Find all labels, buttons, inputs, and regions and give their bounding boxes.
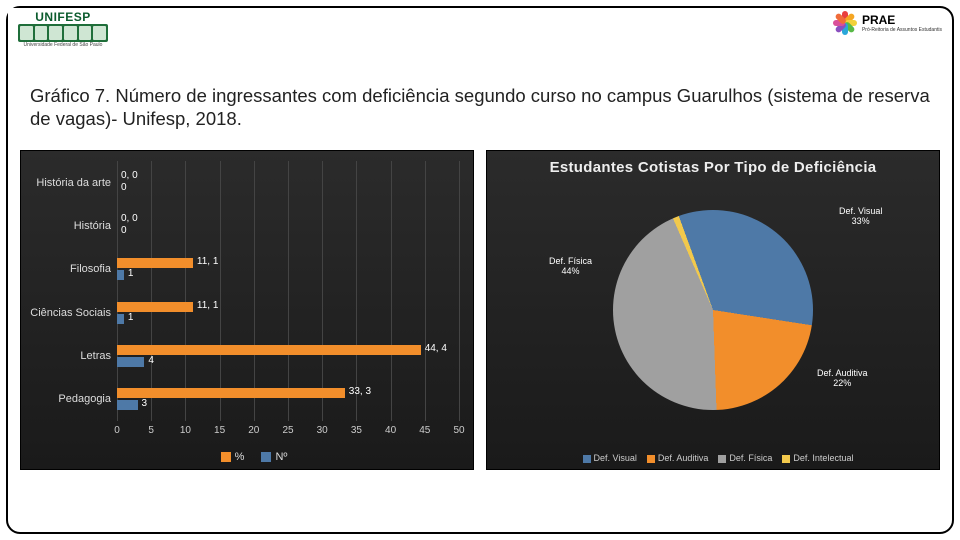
bar-category: Ciências Sociais (21, 307, 111, 319)
pie-legend: Def. Visual Def. Auditiva Def. Física Def. … (487, 453, 939, 463)
bar-legend: % Nº (21, 451, 473, 463)
unifesp-logo: UNIFESP Universidade Federal de São Paul… (18, 10, 108, 48)
pie-legend-item: Def. Intelectual (793, 453, 853, 463)
legend-n: Nº (275, 451, 287, 463)
pie-slice-label: Def. Física44% (549, 257, 592, 277)
pie-title: Estudantes Cotistas Por Tipo de Deficiên… (487, 159, 939, 176)
bar-row: 11, 11 (117, 296, 459, 330)
bar-category: História da arte (21, 177, 111, 189)
pie-chart-panel: Estudantes Cotistas Por Tipo de Deficiên… (486, 150, 940, 470)
pie-legend-item: Def. Física (729, 453, 772, 463)
prae-label: PRAE (862, 13, 942, 27)
unifesp-label: UNIFESP (35, 10, 91, 24)
prae-sub: Pró-Reitoria de Assuntos Estudantis (862, 27, 942, 33)
bar-row: 0, 00 (117, 209, 459, 243)
bar-row: 0, 00 (117, 166, 459, 200)
pie-slice-label: Def. Auditiva22% (817, 369, 868, 389)
prae-star-icon (832, 10, 858, 36)
bar-row: 44, 44 (117, 339, 459, 373)
prae-logo: PRAE Pró-Reitoria de Assuntos Estudantis (832, 10, 942, 36)
bar-chart-panel: 0, 00 0, 00 11, 11 11, 11 44, 44 33, 33 Histó… (20, 150, 474, 470)
pie-slice-label: Def. Visual33% (839, 207, 882, 227)
legend-pct: % (235, 451, 245, 463)
bar-category: Filosofia (21, 263, 111, 275)
bar-row: 33, 33 (117, 382, 459, 416)
chart-title: Gráfico 7. Número de ingressantes com de… (30, 84, 930, 130)
pie-chart (613, 210, 813, 410)
bar-category: História (21, 220, 111, 232)
pie-legend-item: Def. Auditiva (658, 453, 709, 463)
bar-category: Letras (21, 350, 111, 362)
pie-legend-item: Def. Visual (594, 453, 637, 463)
unifesp-building-icon (18, 24, 108, 42)
bar-category: Pedagogia (21, 393, 111, 405)
unifesp-sub: Universidade Federal de São Paulo (24, 42, 103, 48)
bar-row: 11, 11 (117, 252, 459, 286)
